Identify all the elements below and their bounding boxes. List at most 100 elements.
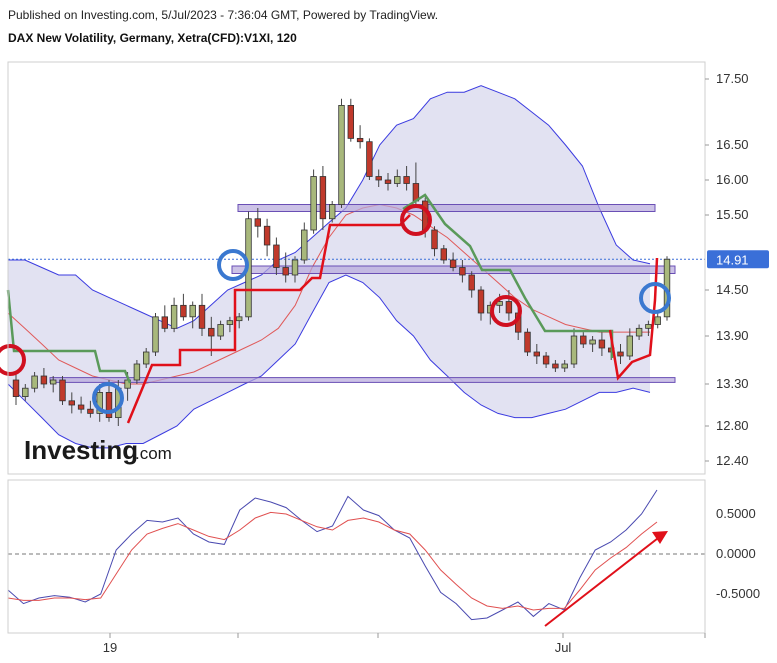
candle-body xyxy=(598,339,606,349)
bollinger-upper-line xyxy=(8,85,651,329)
last-price-label: 14.91 xyxy=(716,252,749,267)
oscillator-series-2 xyxy=(7,511,658,611)
candle-body xyxy=(440,248,447,261)
oscillator-series-1 xyxy=(7,489,658,621)
candle-body xyxy=(133,363,141,381)
candle-body xyxy=(533,351,540,357)
price-tick-label: 12.40 xyxy=(716,453,749,468)
candle-body xyxy=(189,304,196,318)
candle-body xyxy=(459,267,466,276)
trailing-stop-red-b xyxy=(608,257,659,381)
candle-body xyxy=(40,375,48,385)
investing-logo: Investing .com xyxy=(24,435,172,465)
signal-circle xyxy=(639,282,671,314)
price-tick-label: 13.30 xyxy=(716,376,749,391)
candle-body xyxy=(375,176,382,181)
trailing-stop-green-a xyxy=(6,289,132,384)
oscillator-tick-label: 0.0000 xyxy=(716,546,756,561)
price-panel[interactable] xyxy=(0,85,705,449)
candle-body xyxy=(496,301,503,306)
candle-body xyxy=(319,176,327,220)
candle-body xyxy=(22,387,29,398)
candle-body xyxy=(384,179,392,184)
candle-body xyxy=(180,304,187,318)
candle-body xyxy=(59,379,66,402)
candle-body xyxy=(263,225,271,246)
instrument-title: DAX New Volatility, Germany, Xetra(CFD):… xyxy=(8,31,297,45)
signal-circle xyxy=(490,295,522,327)
price-tick-label: 15.50 xyxy=(716,207,749,222)
candle-body xyxy=(524,331,531,353)
candle-body xyxy=(198,304,206,329)
x-tick-label: Jul xyxy=(555,640,572,655)
bollinger-lower-line xyxy=(7,274,651,449)
support-zone xyxy=(49,377,676,383)
candle-body xyxy=(356,137,364,143)
candle-body xyxy=(542,355,550,365)
candle-body xyxy=(580,335,587,345)
candle-body xyxy=(589,339,596,345)
candle-body xyxy=(282,267,289,276)
candle-body xyxy=(328,204,336,220)
signal-circle xyxy=(92,382,124,414)
trend-arrow-line xyxy=(544,534,663,627)
signal-circle xyxy=(400,204,432,236)
candle-body xyxy=(449,259,457,268)
oscillator-panel[interactable] xyxy=(7,489,705,627)
candle-body xyxy=(552,363,559,369)
logo-brand: Investing xyxy=(24,435,138,465)
candle-body xyxy=(394,176,401,184)
candle-body xyxy=(366,141,373,177)
oscillator-tick-label: -0.5000 xyxy=(716,586,760,601)
candle-body xyxy=(654,316,661,325)
logo-suffix: .com xyxy=(135,444,172,463)
oscillator-tick-label: 0.5000 xyxy=(716,506,756,521)
candle-body xyxy=(431,229,438,250)
price-tick-label: 16.50 xyxy=(716,137,749,152)
candle-body xyxy=(301,229,308,261)
candle-body xyxy=(142,351,150,365)
candle-body xyxy=(347,105,354,139)
candle-body xyxy=(254,218,261,227)
price-tick-label: 14.50 xyxy=(716,282,749,297)
candle-body xyxy=(273,244,280,268)
axes: 17.50 16.50 16.00 15.50 14.50 13.90 13.30 12.80… xyxy=(7,61,769,655)
candle-body xyxy=(87,408,94,414)
candle-body xyxy=(561,363,568,369)
candle-body xyxy=(170,304,178,329)
oscillator-frame xyxy=(7,479,706,634)
x-tick-label: 19 xyxy=(103,640,117,655)
candle-body xyxy=(635,327,643,337)
candle-body xyxy=(645,324,652,329)
candle-body xyxy=(68,400,75,406)
price-tick-label: 16.00 xyxy=(716,172,749,187)
candle-body xyxy=(161,316,168,329)
candle-body xyxy=(403,176,410,184)
candle-body xyxy=(105,391,113,418)
candle-body xyxy=(310,176,317,231)
published-caption: Published on Investing.com, 5/Jul/2023 -… xyxy=(8,8,439,22)
signal-circle xyxy=(217,249,249,281)
candle-body xyxy=(477,289,485,314)
candle-body xyxy=(291,259,299,276)
candle-body xyxy=(505,301,513,314)
candle-body xyxy=(235,316,243,322)
trailing-stop-green-b xyxy=(402,193,614,358)
candle-body xyxy=(468,274,475,291)
candle-body xyxy=(338,105,345,205)
candle-body xyxy=(226,320,234,325)
support-zone xyxy=(237,204,656,212)
candle-body xyxy=(152,316,159,353)
candle-body xyxy=(626,335,633,357)
candle-body xyxy=(217,324,224,337)
candle-body xyxy=(50,379,57,385)
trend-arrow-head xyxy=(652,531,668,544)
price-frame xyxy=(7,61,706,475)
price-tick-label: 13.90 xyxy=(716,328,749,343)
signal-circle xyxy=(0,344,26,376)
candle-body xyxy=(570,335,578,365)
candle-body xyxy=(77,404,85,410)
trailing-stop-red-a xyxy=(126,214,411,424)
price-tick-label: 12.80 xyxy=(716,418,749,433)
